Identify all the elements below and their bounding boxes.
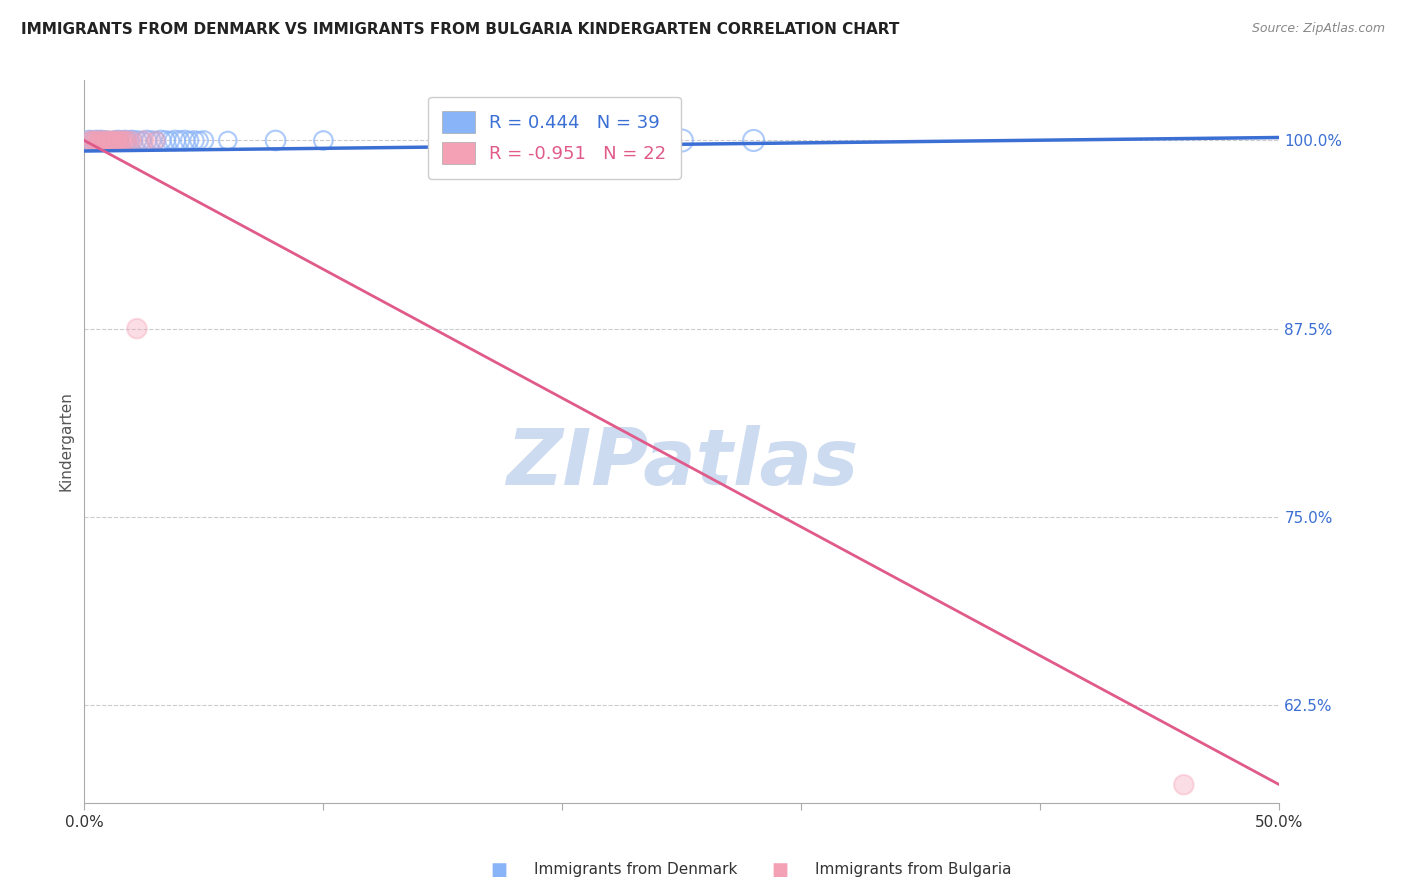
Point: [155, 134, 177, 148]
Point: [312, 134, 335, 148]
Point: [149, 134, 172, 148]
Point: [145, 134, 167, 148]
Text: Immigrants from Denmark: Immigrants from Denmark: [534, 863, 738, 877]
Point: [1173, 778, 1195, 792]
Point: [107, 134, 129, 148]
Point: [110, 134, 132, 148]
Point: [165, 134, 187, 148]
Point: [104, 134, 127, 148]
Point: [125, 321, 148, 335]
Text: Immigrants from Bulgaria: Immigrants from Bulgaria: [815, 863, 1012, 877]
Point: [114, 134, 136, 148]
Point: [77, 134, 100, 148]
Point: [121, 134, 143, 148]
Point: [90, 134, 112, 148]
Point: [86, 134, 108, 148]
Text: ■: ■: [491, 861, 508, 879]
Point: [114, 134, 136, 148]
Point: [179, 134, 201, 148]
Point: [742, 134, 765, 148]
Text: IMMIGRANTS FROM DENMARK VS IMMIGRANTS FROM BULGARIA KINDERGARTEN CORRELATION CHA: IMMIGRANTS FROM DENMARK VS IMMIGRANTS FR…: [21, 22, 900, 37]
Point: [193, 134, 215, 148]
Point: [118, 134, 141, 148]
Point: [110, 134, 132, 148]
Point: [264, 134, 287, 148]
Point: [131, 134, 153, 148]
Text: ■: ■: [772, 861, 789, 879]
Point: [173, 134, 195, 148]
Point: [93, 134, 115, 148]
Point: [107, 134, 129, 148]
Point: [77, 134, 100, 148]
Point: [169, 134, 191, 148]
Point: [145, 134, 167, 148]
Text: Source: ZipAtlas.com: Source: ZipAtlas.com: [1251, 22, 1385, 36]
Point: [93, 134, 115, 148]
Point: [217, 134, 239, 148]
Legend: R = 0.444   N = 39, R = -0.951   N = 22: R = 0.444 N = 39, R = -0.951 N = 22: [427, 96, 681, 178]
Point: [97, 134, 120, 148]
Point: [100, 134, 122, 148]
Point: [80, 134, 103, 148]
Y-axis label: Kindergarten: Kindergarten: [58, 392, 73, 491]
Point: [86, 134, 108, 148]
Point: [111, 134, 134, 148]
Point: [117, 134, 139, 148]
Point: [80, 134, 103, 148]
Point: [121, 134, 143, 148]
Point: [94, 134, 117, 148]
Point: [125, 134, 148, 148]
Point: [101, 134, 124, 148]
Point: [83, 134, 105, 148]
Point: [101, 134, 124, 148]
Point: [183, 134, 205, 148]
Point: [117, 134, 139, 148]
Point: [97, 134, 120, 148]
Point: [83, 134, 105, 148]
Point: [100, 134, 122, 148]
Point: [141, 134, 163, 148]
Point: [90, 134, 112, 148]
Point: [159, 134, 181, 148]
Point: [132, 134, 156, 148]
Text: ZIPatlas: ZIPatlas: [506, 425, 858, 501]
Point: [188, 134, 211, 148]
Point: [87, 134, 110, 148]
Point: [94, 134, 117, 148]
Point: [135, 134, 157, 148]
Point: [104, 134, 127, 148]
Point: [671, 134, 693, 148]
Point: [87, 134, 110, 148]
Point: [111, 134, 134, 148]
